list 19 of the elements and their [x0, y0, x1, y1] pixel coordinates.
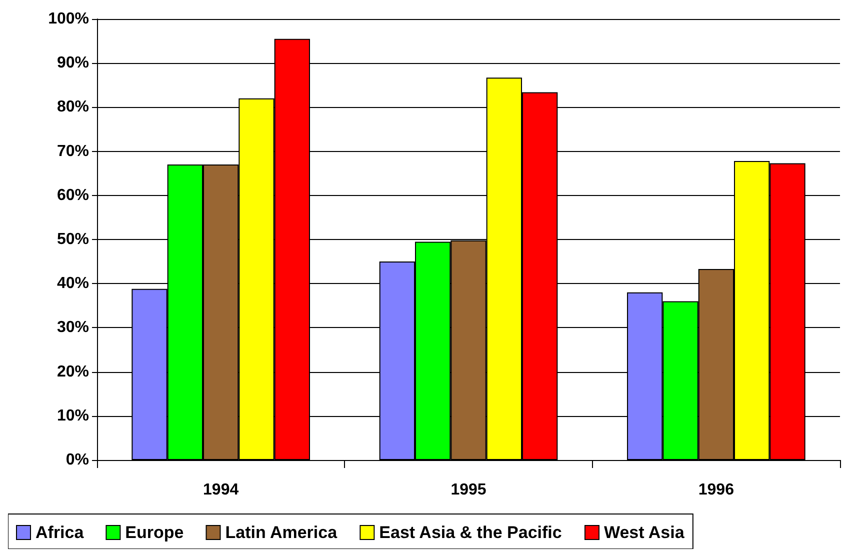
- y-tick-label: 10%: [56, 407, 89, 424]
- legend-label: Latin America: [225, 523, 338, 542]
- legend-label: West Asia: [604, 523, 685, 542]
- y-tick-label: 20%: [56, 363, 89, 380]
- y-tick-label: 60%: [56, 186, 89, 204]
- y-tick-label: 70%: [56, 142, 89, 160]
- x-tick-label: 1994: [203, 482, 239, 498]
- y-tick-label: 80%: [56, 98, 89, 116]
- y-tick-label: 50%: [56, 231, 89, 248]
- x-tick-label: 1995: [450, 482, 486, 498]
- legend-label: Africa: [36, 523, 84, 542]
- y-tick-label: 40%: [56, 275, 89, 292]
- legend-label: Europe: [125, 523, 184, 542]
- y-tick-label: 90%: [56, 54, 89, 72]
- y-tick-label: 0%: [66, 452, 89, 468]
- x-tick-label: 1996: [698, 482, 734, 498]
- y-tick-label: 30%: [56, 319, 89, 336]
- legend-label: East Asia & the Pacific: [379, 523, 562, 542]
- y-tick-label: 100%: [48, 10, 89, 28]
